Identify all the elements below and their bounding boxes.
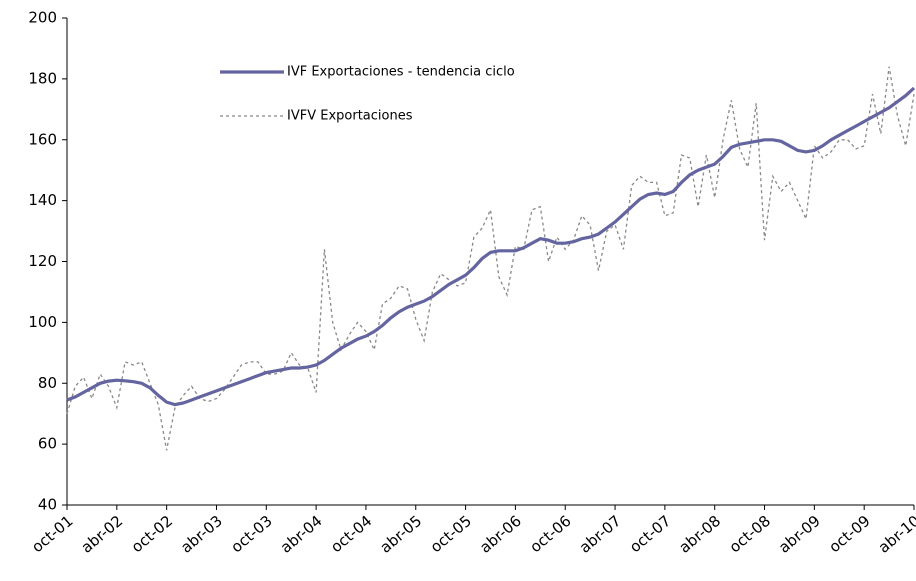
x-tick-label: abr-10 <box>875 512 916 557</box>
x-tick-label: oct-08 <box>726 512 774 557</box>
y-tick-label: 80 <box>38 374 57 392</box>
x-tick-label: oct-01 <box>28 512 76 557</box>
y-tick-label: 160 <box>28 130 57 148</box>
x-tick-label: abr-02 <box>78 512 127 557</box>
x-tick-label: oct-06 <box>527 512 575 557</box>
y-tick-label: 180 <box>28 69 57 87</box>
y-tick-label: 100 <box>28 313 57 331</box>
series-line <box>66 66 915 451</box>
y-tick-label: 120 <box>28 252 57 270</box>
x-tick-label: abr-08 <box>676 512 725 557</box>
y-tick-label: 60 <box>38 435 57 453</box>
x-tick-label: oct-03 <box>228 512 276 557</box>
y-tick-label: 40 <box>38 496 57 514</box>
series-line <box>66 86 916 407</box>
x-tick-label: abr-09 <box>775 512 824 557</box>
x-tick-label: abr-05 <box>377 512 426 557</box>
legend-label: IVFV Exportaciones <box>287 109 413 124</box>
x-tick-label: oct-04 <box>327 512 375 557</box>
x-tick-label: oct-05 <box>427 512 475 557</box>
x-tick-label: abr-07 <box>576 512 625 557</box>
y-tick-label: 200 <box>28 9 57 27</box>
x-tick-label: oct-07 <box>626 512 674 557</box>
x-tick-label: abr-03 <box>177 512 226 557</box>
x-tick-label: abr-04 <box>277 512 326 557</box>
x-tick-label: oct-02 <box>128 512 176 557</box>
x-tick-label: oct-09 <box>825 512 873 557</box>
legend-label: IVF Exportaciones - tendencia ciclo <box>287 65 515 80</box>
x-tick-label: abr-06 <box>476 512 525 557</box>
y-tick-label: 140 <box>28 191 57 209</box>
